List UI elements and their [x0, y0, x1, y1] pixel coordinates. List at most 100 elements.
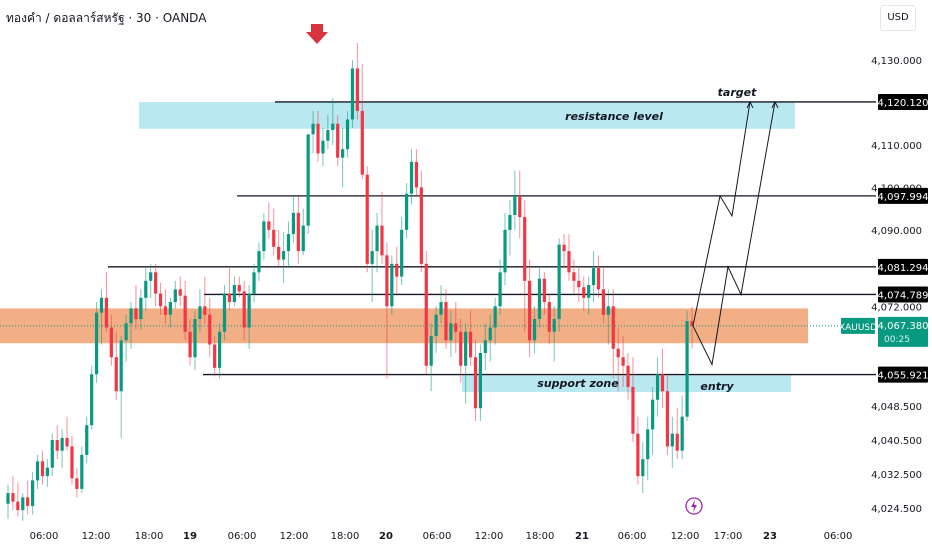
y-tick-label: 4,090.000: [871, 226, 922, 237]
candle: [582, 276, 586, 311]
candle-body: [631, 386, 635, 434]
projection-path-1[interactable]: [692, 101, 751, 326]
candle-body: [272, 229, 276, 247]
candle-body: [90, 374, 94, 426]
candle-body: [685, 321, 689, 417]
candle-body: [331, 123, 335, 131]
candle: [419, 170, 423, 273]
candle: [508, 200, 512, 256]
candle: [163, 289, 168, 324]
y-tick-label: 4,024.500: [871, 504, 922, 515]
candle-body: [655, 374, 660, 400]
candle-body: [75, 478, 79, 489]
candle-body: [577, 280, 581, 288]
candle-body: [345, 119, 350, 150]
candle: [40, 450, 45, 485]
level-price-text: 4,055.921: [878, 371, 929, 382]
candle-body: [222, 293, 227, 332]
candle-body: [336, 123, 340, 158]
candle: [498, 259, 502, 315]
candle: [75, 467, 79, 498]
candle: [488, 314, 492, 362]
level-price-text: 4,081.294: [878, 263, 929, 274]
candle: [690, 306, 694, 349]
candle: [611, 289, 615, 379]
symbol-tag-text: XAUUSD: [839, 323, 877, 333]
candle-body: [503, 229, 507, 273]
candle: [232, 276, 236, 307]
candle: [365, 166, 369, 273]
candle-body: [247, 293, 251, 328]
projection-paths-layer: [692, 100, 779, 367]
projection-path-2[interactable]: [692, 101, 776, 367]
candle: [291, 195, 296, 243]
candle-body: [31, 480, 35, 506]
candle: [341, 127, 345, 188]
lightning-alert-icon[interactable]: [685, 497, 703, 515]
candle-body: [464, 331, 468, 366]
candle: [183, 280, 187, 341]
candle: [6, 484, 10, 519]
candle-body: [665, 391, 669, 447]
candle-body: [237, 285, 241, 292]
candle-body: [26, 497, 30, 506]
candle: [513, 170, 517, 230]
candle-body: [547, 302, 551, 332]
candle: [532, 306, 537, 354]
x-tick-label: 12:00: [280, 531, 309, 542]
levels-layer: [108, 101, 876, 376]
candle: [173, 280, 177, 309]
x-tick-label: 17:00: [714, 531, 743, 542]
x-tick-label: 06:00: [30, 531, 59, 542]
candle-body: [395, 263, 399, 277]
candle: [94, 302, 99, 383]
candle: [272, 208, 276, 256]
candle-body: [370, 251, 374, 264]
candle-body: [173, 289, 177, 303]
candle: [459, 319, 463, 383]
candle-body: [375, 225, 379, 252]
candle: [572, 259, 576, 294]
currency-selector[interactable]: USD: [880, 5, 916, 31]
level-price-text: 4,120.120: [878, 98, 929, 109]
candle: [154, 263, 158, 307]
candle: [26, 480, 30, 515]
candle-body: [606, 306, 610, 315]
candle-body: [582, 287, 586, 298]
level-price-box: [878, 187, 928, 204]
candle-body: [473, 357, 478, 409]
candle-body: [621, 357, 625, 366]
candle-body: [355, 68, 359, 111]
candle-body: [227, 293, 232, 303]
y-tick-label: 4,110.000: [871, 141, 922, 152]
candle: [670, 416, 674, 468]
candle-body: [232, 285, 236, 303]
candle: [395, 246, 399, 294]
candle-body: [168, 302, 172, 315]
candle-body: [488, 327, 492, 341]
candle: [306, 134, 310, 235]
candle: [345, 110, 350, 158]
level-price-label: 4,074.789: [878, 286, 928, 303]
candle: [655, 357, 660, 417]
x-tick-label: 19: [183, 531, 197, 542]
candle-body: [557, 244, 561, 320]
candle-body: [537, 278, 542, 320]
candle-body: [119, 340, 123, 392]
candle: [616, 327, 620, 392]
candle-body: [70, 446, 74, 479]
level-price-box: [878, 366, 928, 383]
candle: [434, 306, 438, 354]
candle: [577, 268, 581, 303]
y-tick-label: 4,032.500: [871, 470, 922, 481]
resistance-zone-label: resistance level: [565, 110, 663, 123]
candle-body: [429, 336, 433, 366]
arrowhead-icon: [746, 100, 754, 109]
candle-body: [291, 212, 296, 235]
candle: [567, 234, 571, 281]
level-price-box: [878, 93, 928, 110]
candle: [11, 476, 15, 511]
candle-body: [213, 344, 217, 368]
